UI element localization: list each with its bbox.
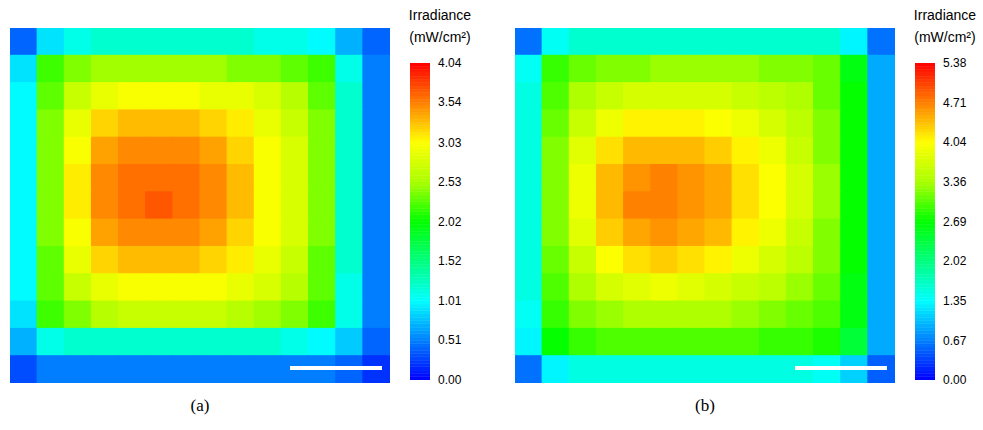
svg-text:3.03: 3.03 [438,136,462,150]
svg-text:4.04: 4.04 [438,56,462,70]
svg-text:1.01: 1.01 [438,294,462,308]
svg-text:2.02: 2.02 [943,254,967,268]
svg-text:1.35: 1.35 [943,294,967,308]
html-text:(a): (a) [190,396,210,415]
svg-text:2.53: 2.53 [438,175,462,189]
svg-text:0.00: 0.00 [438,373,462,387]
svg-text:4.71: 4.71 [943,96,967,110]
svg-text:0.00: 0.00 [943,373,967,387]
svg-text:3.54: 3.54 [438,95,462,109]
svg-text:2.69: 2.69 [943,215,967,229]
html-text:(mW/cm²): (mW/cm²) [409,29,471,45]
svg-text:0.67: 0.67 [943,334,967,348]
svg-text:4.04: 4.04 [943,135,967,149]
svg-text:5.38: 5.38 [943,56,967,70]
svg-text:2.02: 2.02 [438,215,462,229]
html-text:Irradiance: Irradiance [408,7,472,23]
svg-text:0.51: 0.51 [438,333,462,347]
svg-text:3.36: 3.36 [943,175,967,189]
html-text:(mW/cm²): (mW/cm²) [914,29,976,45]
html-text:(b): (b) [695,396,715,415]
svg-text:1.52: 1.52 [438,254,462,268]
html-text:Irradiance: Irradiance [913,7,977,23]
